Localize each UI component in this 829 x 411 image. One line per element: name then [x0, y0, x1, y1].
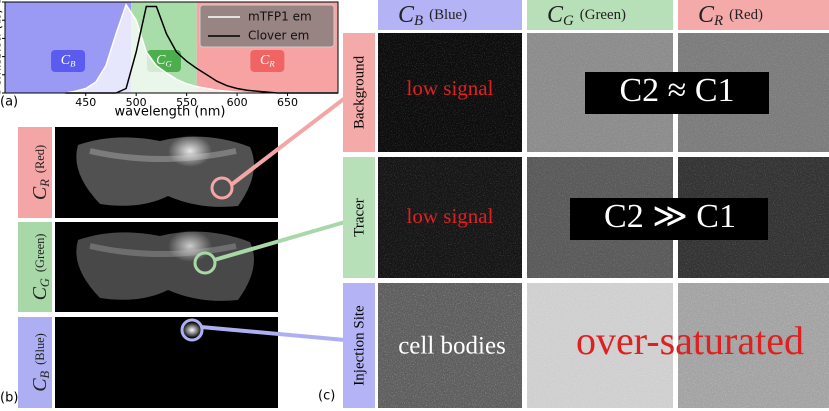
legend-label: Clover em: [248, 29, 309, 43]
label-suffix: (Green): [580, 7, 626, 23]
brain-cortex: [89, 243, 237, 257]
annotation-box: [570, 198, 768, 240]
annotation-box: [585, 72, 769, 114]
label-suffix: (Blue): [429, 7, 467, 23]
label-main: C: [156, 53, 166, 68]
brain-slice: [76, 230, 254, 301]
image-noise: [527, 283, 673, 408]
x-tick-label: 550: [176, 96, 197, 109]
annotation: C2 ≈ C1: [619, 72, 734, 109]
label-main: C: [547, 2, 564, 28]
column-header-bg: [678, 0, 829, 30]
connector: [200, 325, 346, 342]
image-noise: [378, 283, 522, 408]
channel-label-bg: [18, 317, 52, 408]
label-suffix: (Red): [729, 7, 763, 23]
sub-label: CR (Red): [698, 2, 763, 30]
label-main: C: [260, 53, 270, 68]
brain-bright: [168, 230, 212, 262]
sub-label: CB (Blue): [398, 2, 467, 30]
annotation: C2 ≫ C1: [604, 198, 736, 235]
injection-spot: [182, 322, 202, 338]
annotation: low signal: [407, 204, 494, 228]
sub-label: CB: [61, 53, 76, 68]
brain-slice: [76, 135, 254, 207]
column-header-bg: [527, 0, 673, 30]
band-label-box: [51, 50, 86, 72]
y-tick-label: 0.4: [0, 52, 1, 62]
label-sub: R: [268, 58, 275, 68]
y-tick-label: 0.0: [0, 89, 1, 99]
brain-bright: [168, 135, 212, 167]
image-noise: [678, 283, 829, 408]
label-suffix: (Green): [33, 234, 47, 273]
y-tick-label: 0.6: [0, 34, 1, 44]
sub-label: CG (Green): [547, 2, 626, 30]
plot-frame: [4, 1, 339, 94]
x-tick-label: 500: [126, 96, 147, 109]
y-axis-label: emission (%): [0, 9, 4, 87]
channel-label-bg: [18, 127, 52, 218]
panel-label: (b): [0, 391, 18, 406]
row-header-bg: [343, 283, 375, 408]
x-tick-label: 650: [277, 96, 298, 109]
sub-label: CB (Blue): [29, 333, 52, 392]
label-main: C: [698, 2, 715, 28]
x-tick-label: 600: [227, 96, 248, 109]
image-noise: [378, 33, 522, 152]
label-sub: B: [38, 370, 52, 378]
connector: [229, 96, 347, 187]
row-header: Background: [351, 55, 367, 129]
label-main: C: [29, 378, 51, 392]
label-sub: G: [165, 58, 172, 68]
annotation: low signal: [407, 76, 494, 100]
band-label-box: [250, 50, 285, 72]
panel-label: (c): [318, 389, 335, 404]
row-header-bg: [343, 157, 375, 278]
label-main: C: [29, 286, 51, 300]
label-sub: G: [563, 13, 574, 29]
annotation: over-saturated: [576, 318, 804, 363]
label-sub: R: [38, 179, 52, 188]
label-main: C: [61, 53, 71, 68]
label-sub: B: [70, 58, 76, 68]
label-sub: G: [38, 278, 52, 287]
image-noise: [378, 157, 522, 278]
y-tick-label: 1.0: [0, 0, 1, 8]
row-header: Injection Site: [351, 305, 367, 386]
roi-circle: [193, 251, 217, 275]
row-header: Tracer: [351, 198, 367, 237]
brain-shape: [76, 231, 254, 301]
sub-label: CR (Red): [29, 145, 52, 200]
label-sub: B: [414, 13, 423, 29]
emission-area: [65, 4, 338, 94]
column-header-bg: [378, 0, 522, 30]
annotation: cell bodies: [398, 333, 506, 360]
x-axis-label: wavelength (nm): [115, 105, 226, 120]
label-suffix: (Blue): [33, 333, 47, 365]
row-header-bg: [343, 33, 375, 152]
y-tick-label: 0.2: [0, 70, 1, 80]
roi-circle: [180, 318, 204, 342]
label-sub: R: [713, 13, 723, 29]
label-suffix: (Red): [33, 145, 47, 173]
x-tick-label: 450: [75, 96, 96, 109]
legend-label: mTFP1 em: [248, 10, 312, 24]
label-main: C: [29, 186, 51, 200]
brain-cortex: [89, 148, 237, 162]
panel-label: (a): [0, 95, 18, 110]
connector: [213, 220, 346, 262]
roi-circle: [210, 176, 234, 200]
sub-label: CG: [156, 53, 172, 68]
sub-label: CG (Green): [29, 234, 52, 301]
label-main: C: [398, 2, 415, 28]
sub-label: CR: [260, 53, 275, 68]
channel-label-bg: [18, 222, 52, 312]
y-tick-label: 0.8: [0, 16, 1, 26]
